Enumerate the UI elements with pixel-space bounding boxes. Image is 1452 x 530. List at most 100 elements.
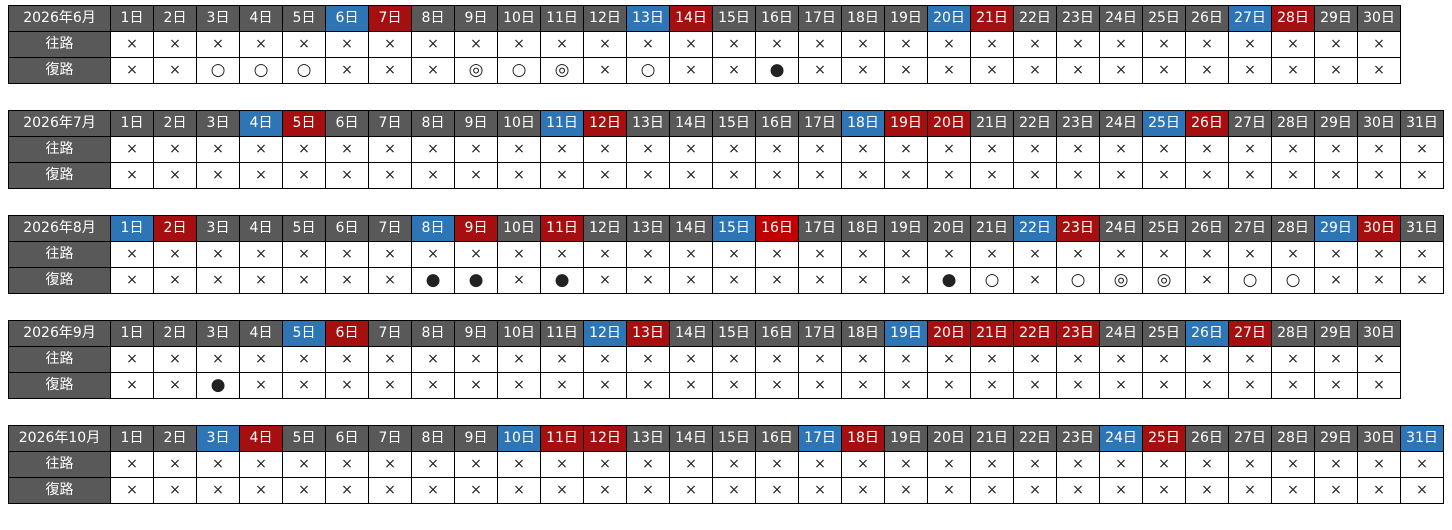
availability-cell[interactable]: ×: [583, 451, 627, 478]
availability-cell[interactable]: ×: [1099, 162, 1143, 189]
availability-cell[interactable]: ×: [669, 267, 713, 294]
availability-cell[interactable]: ×: [669, 346, 713, 373]
availability-cell[interactable]: ×: [755, 162, 799, 189]
availability-cell[interactable]: ×: [1357, 162, 1401, 189]
availability-cell[interactable]: ×: [583, 57, 627, 84]
availability-cell[interactable]: ×: [712, 57, 756, 84]
availability-cell[interactable]: ○: [1056, 267, 1100, 294]
availability-cell[interactable]: ×: [1099, 372, 1143, 399]
availability-cell[interactable]: ●: [454, 267, 498, 294]
availability-cell[interactable]: ◎: [1142, 267, 1186, 294]
availability-cell[interactable]: ×: [411, 57, 455, 84]
availability-cell[interactable]: ×: [626, 162, 670, 189]
availability-cell[interactable]: ×: [755, 477, 799, 504]
availability-cell[interactable]: ×: [841, 372, 885, 399]
availability-cell[interactable]: ×: [282, 346, 326, 373]
availability-cell[interactable]: ×: [970, 477, 1014, 504]
availability-cell[interactable]: ×: [110, 136, 154, 163]
availability-cell[interactable]: ×: [884, 57, 928, 84]
availability-cell[interactable]: ×: [153, 136, 197, 163]
availability-cell[interactable]: ×: [1185, 267, 1229, 294]
availability-cell[interactable]: ×: [884, 477, 928, 504]
availability-cell[interactable]: ×: [1056, 31, 1100, 58]
availability-cell[interactable]: ×: [712, 372, 756, 399]
availability-cell[interactable]: ×: [841, 267, 885, 294]
availability-cell[interactable]: ×: [1314, 162, 1358, 189]
availability-cell[interactable]: ×: [970, 346, 1014, 373]
availability-cell[interactable]: ×: [1185, 241, 1229, 268]
availability-cell[interactable]: ×: [110, 162, 154, 189]
availability-cell[interactable]: ○: [239, 57, 283, 84]
availability-cell[interactable]: ×: [282, 241, 326, 268]
availability-cell[interactable]: ×: [368, 241, 412, 268]
availability-cell[interactable]: ×: [626, 31, 670, 58]
availability-cell[interactable]: ×: [626, 372, 670, 399]
availability-cell[interactable]: ×: [798, 346, 842, 373]
availability-cell[interactable]: ×: [153, 267, 197, 294]
availability-cell[interactable]: ×: [153, 162, 197, 189]
availability-cell[interactable]: ×: [798, 372, 842, 399]
availability-cell[interactable]: ×: [368, 346, 412, 373]
availability-cell[interactable]: ○: [1271, 267, 1315, 294]
availability-cell[interactable]: ×: [669, 372, 713, 399]
availability-cell[interactable]: ×: [1271, 162, 1315, 189]
availability-cell[interactable]: ×: [411, 31, 455, 58]
availability-cell[interactable]: ×: [239, 451, 283, 478]
availability-cell[interactable]: ×: [196, 136, 240, 163]
availability-cell[interactable]: ○: [970, 267, 1014, 294]
availability-cell[interactable]: ×: [1056, 451, 1100, 478]
availability-cell[interactable]: ×: [1357, 31, 1401, 58]
availability-cell[interactable]: ×: [1357, 267, 1401, 294]
availability-cell[interactable]: ×: [239, 162, 283, 189]
availability-cell[interactable]: ×: [196, 267, 240, 294]
availability-cell[interactable]: ×: [970, 162, 1014, 189]
availability-cell[interactable]: ×: [110, 372, 154, 399]
availability-cell[interactable]: ×: [1099, 477, 1143, 504]
availability-cell[interactable]: ×: [1271, 451, 1315, 478]
availability-cell[interactable]: ×: [1314, 31, 1358, 58]
availability-cell[interactable]: ×: [970, 31, 1014, 58]
availability-cell[interactable]: ×: [1228, 31, 1272, 58]
availability-cell[interactable]: ×: [239, 346, 283, 373]
availability-cell[interactable]: ×: [454, 346, 498, 373]
availability-cell[interactable]: ×: [540, 451, 584, 478]
availability-cell[interactable]: ×: [626, 241, 670, 268]
availability-cell[interactable]: ×: [282, 372, 326, 399]
availability-cell[interactable]: ×: [798, 57, 842, 84]
availability-cell[interactable]: ×: [1357, 241, 1401, 268]
availability-cell[interactable]: ×: [1185, 31, 1229, 58]
availability-cell[interactable]: ×: [454, 31, 498, 58]
availability-cell[interactable]: ×: [1013, 57, 1057, 84]
availability-cell[interactable]: ×: [454, 372, 498, 399]
availability-cell[interactable]: ×: [1099, 136, 1143, 163]
availability-cell[interactable]: ◎: [454, 57, 498, 84]
availability-cell[interactable]: ×: [1228, 451, 1272, 478]
availability-cell[interactable]: ×: [411, 136, 455, 163]
availability-cell[interactable]: ×: [368, 162, 412, 189]
availability-cell[interactable]: ×: [970, 241, 1014, 268]
availability-cell[interactable]: ×: [325, 372, 369, 399]
availability-cell[interactable]: ×: [669, 477, 713, 504]
availability-cell[interactable]: ×: [497, 372, 541, 399]
availability-cell[interactable]: ×: [798, 136, 842, 163]
availability-cell[interactable]: ×: [1056, 372, 1100, 399]
availability-cell[interactable]: ×: [1013, 346, 1057, 373]
availability-cell[interactable]: ×: [325, 346, 369, 373]
availability-cell[interactable]: ×: [1400, 136, 1444, 163]
availability-cell[interactable]: ×: [970, 136, 1014, 163]
availability-cell[interactable]: ●: [755, 57, 799, 84]
availability-cell[interactable]: ×: [884, 241, 928, 268]
availability-cell[interactable]: ×: [196, 31, 240, 58]
availability-cell[interactable]: ×: [153, 241, 197, 268]
availability-cell[interactable]: ×: [110, 346, 154, 373]
availability-cell[interactable]: ×: [110, 477, 154, 504]
availability-cell[interactable]: ×: [1228, 372, 1272, 399]
availability-cell[interactable]: ×: [884, 346, 928, 373]
availability-cell[interactable]: ×: [196, 241, 240, 268]
availability-cell[interactable]: ×: [368, 136, 412, 163]
availability-cell[interactable]: ×: [1314, 451, 1358, 478]
availability-cell[interactable]: ×: [841, 162, 885, 189]
availability-cell[interactable]: ×: [282, 162, 326, 189]
availability-cell[interactable]: ●: [196, 372, 240, 399]
availability-cell[interactable]: ×: [884, 267, 928, 294]
